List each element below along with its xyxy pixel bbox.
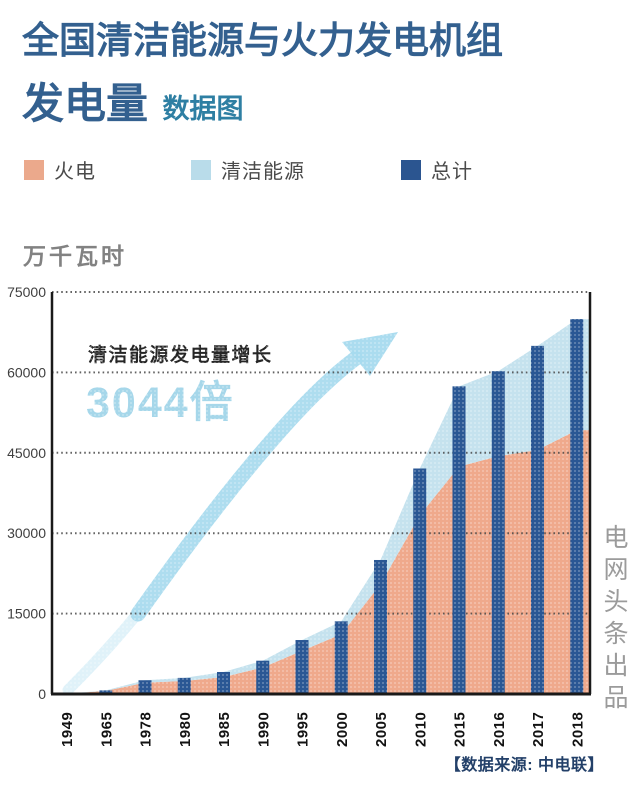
legend-label-clean-energy: 清洁能源 <box>221 161 305 183</box>
y-tick-label-15000: 15000 <box>7 606 46 622</box>
x-tick-label-2000: 2000 <box>334 712 351 747</box>
y-tick-label-60000: 60000 <box>7 364 46 380</box>
page-subtitle: 数据图 <box>162 94 244 125</box>
x-tick-label-1980: 1980 <box>177 712 194 747</box>
growth-arrow <box>62 332 398 696</box>
x-tick-label-2005: 2005 <box>373 712 390 747</box>
annotation-growth-text: 清洁能源发电量增长 <box>88 345 273 366</box>
axes <box>50 292 592 696</box>
publisher-watermark: 电网头条出品 <box>600 524 628 716</box>
gridlines: 0 15000 30000 45000 60000 75000 <box>7 284 590 702</box>
total-bar-1978 <box>138 680 152 694</box>
page-title-line2: 发电量 数据图 <box>22 70 243 131</box>
y-tick-label-75000: 75000 <box>7 284 46 300</box>
legend-label-total: 总计 <box>431 161 473 183</box>
data-source-note: 【数据来源: 中电联】 <box>444 757 604 774</box>
total-bar-1985 <box>217 671 230 694</box>
x-tick-label-1965: 1965 <box>98 712 115 747</box>
page-title: 全国清洁能源与火力发电机组 <box>22 18 503 62</box>
growth-arrow-shaft <box>130 350 364 622</box>
growth-arrow-head-icon <box>342 332 398 376</box>
y-tick-label-30000: 30000 <box>7 525 46 541</box>
x-tick-label-2018: 2018 <box>569 712 586 747</box>
x-tick-label-2017: 2017 <box>530 712 547 747</box>
total-bar-2010 <box>413 468 427 694</box>
thermal-area <box>52 430 590 694</box>
total-bar-1965 <box>99 690 113 694</box>
chart-area: 0 15000 30000 45000 60000 75000 1949 1965 1978 19… <box>0 270 637 755</box>
clean-energy-swatch-icon <box>191 159 211 180</box>
legend-item-thermal: 火电 <box>24 155 96 184</box>
page-title-line2-main: 发电量 <box>22 79 149 128</box>
thermal-swatch-icon <box>24 159 44 180</box>
total-bar-1980 <box>177 677 191 694</box>
x-labels: 1949 1965 1978 1980 1985 1990 1995 2000 2005 2010… <box>59 712 586 747</box>
growth-arrow-tail <box>62 602 148 696</box>
total-bar-2000 <box>334 621 348 694</box>
x-tick-label-1995: 1995 <box>295 712 312 747</box>
annotation-growth-multiple: 3044倍 <box>86 379 235 427</box>
x-tick-label-1990: 1990 <box>255 712 272 747</box>
total-bar-2015 <box>452 386 466 694</box>
x-tick-label-1985: 1985 <box>216 712 233 747</box>
legend-item-clean-energy: 清洁能源 <box>191 155 305 184</box>
total-bar-2017 <box>531 345 544 694</box>
x-tick-label-1978: 1978 <box>138 712 155 747</box>
total-bar-2018 <box>570 319 584 694</box>
y-tick-label-45000: 45000 <box>7 445 46 461</box>
x-tick-label-2015: 2015 <box>452 712 469 747</box>
x-tick-label-2010: 2010 <box>412 712 429 747</box>
legend-label-thermal: 火电 <box>54 161 96 183</box>
legend-item-total: 总计 <box>401 155 473 184</box>
y-tick-label-0: 0 <box>38 686 46 702</box>
total-bar-2005 <box>374 559 387 694</box>
total-bar-1990 <box>256 660 270 694</box>
x-tick-label-2016: 2016 <box>491 712 508 747</box>
total-swatch-icon <box>401 159 421 180</box>
x-tick-label-1949: 1949 <box>59 712 76 747</box>
total-bar-2016 <box>491 371 505 694</box>
total-bar-1995 <box>295 640 309 694</box>
y-axis-unit-label: 万千瓦时 <box>23 243 127 269</box>
total-bars <box>60 319 584 695</box>
